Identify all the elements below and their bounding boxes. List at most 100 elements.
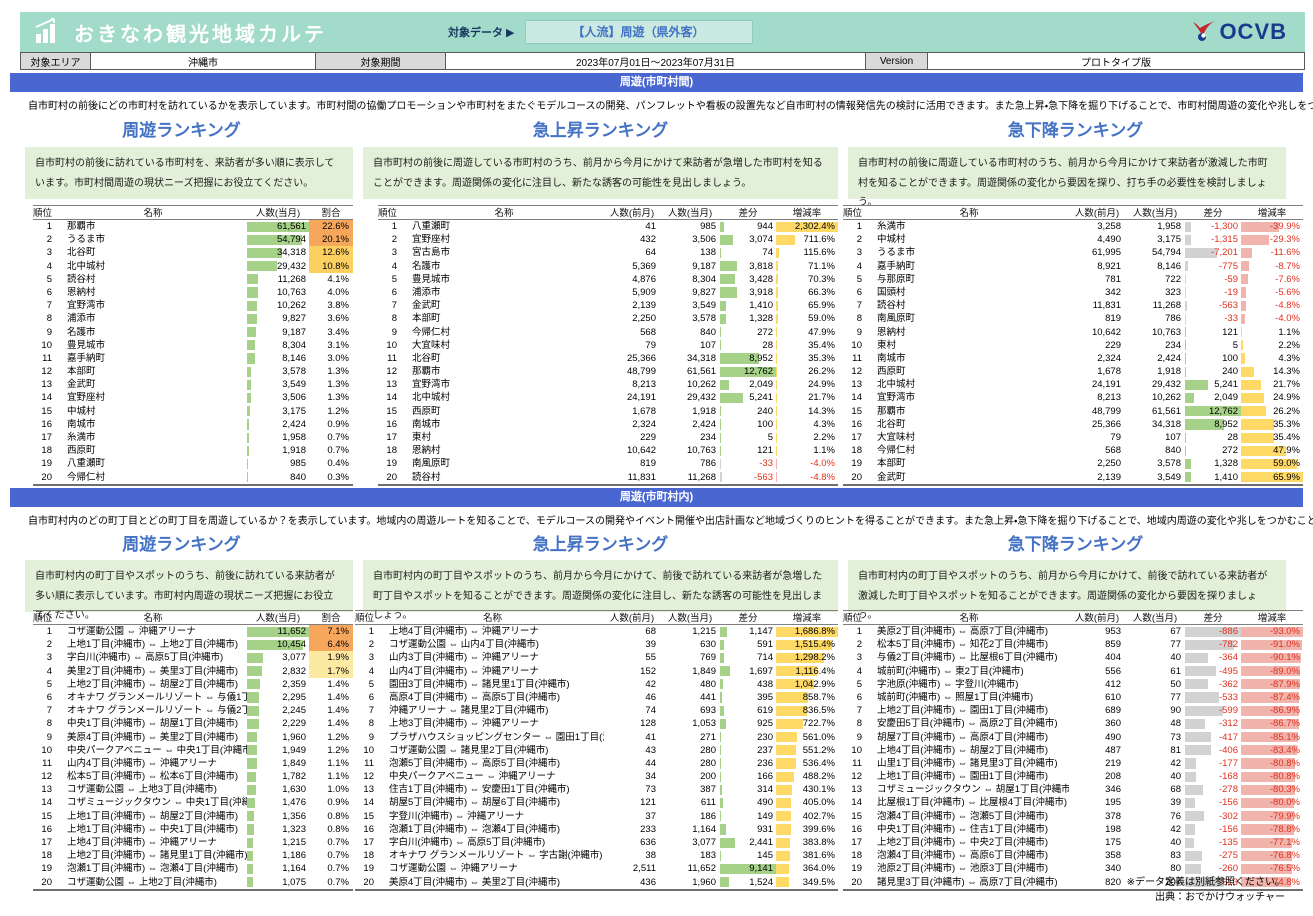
table-row: 5 与那原町 781 722 -59 -7.6% <box>843 273 1303 286</box>
table-row: 6 浦添市 5,909 9,827 3,918 66.3% <box>378 286 838 299</box>
rate-cell-bar <box>1241 639 1302 650</box>
count-cell-bar <box>247 732 258 743</box>
name-cell: 上地1丁目(沖縄市) ⇔ 胡屋2丁目(沖縄市) <box>67 810 239 822</box>
name-cell: 那覇市 <box>67 221 96 232</box>
rate-cell: -4.0% <box>1241 312 1303 325</box>
rank-cell: 3 <box>368 652 374 664</box>
diff-cell-bar <box>1185 353 1187 364</box>
diff-cell-bar <box>720 639 724 650</box>
share-cell: 4.0% <box>327 286 349 298</box>
cur-count-cell: 73 <box>1170 731 1181 743</box>
diff-cell-bar <box>720 745 722 756</box>
share-cell: 3.6% <box>327 313 349 325</box>
table-row: 4 北中城村 29,432 10.8% <box>33 259 353 273</box>
rate-cell-bar <box>776 261 778 272</box>
diff-cell: 619 <box>720 704 776 717</box>
rank-cell: 13 <box>41 379 52 391</box>
diff-cell-bar <box>720 863 776 875</box>
rank-cell: 5 <box>856 273 862 285</box>
rate-cell: 14.3% <box>776 405 838 418</box>
share-cell: 0.7% <box>327 445 349 457</box>
table-row: 4 山内4丁目(沖縄市) ⇔ 沖縄アリーナ 152 1,849 1,697 1,116.4… <box>355 665 838 678</box>
cur-count-cell: 1,215 <box>692 626 716 637</box>
column-header: 順位 <box>33 208 53 219</box>
table-row: 11 山里1丁目(沖縄市) ⇔ 諸見里3丁目(沖縄市) 219 42 -177 -80.8… <box>843 757 1303 770</box>
rank-cell: 9 <box>856 731 862 743</box>
rate-cell: 364.0% <box>776 862 838 875</box>
count-cell: 1,958 <box>247 431 309 444</box>
share-cell: 20.1% <box>309 233 353 247</box>
column-header: 順位 <box>843 613 863 624</box>
rate-cell: 381.6% <box>776 849 838 862</box>
rank-cell: 7 <box>856 300 862 312</box>
rate-cell-bar <box>776 247 780 259</box>
cur-count-cell: 81 <box>1170 744 1181 756</box>
table-row: 8 浦添市 9,827 3.6% <box>33 312 353 325</box>
rate-cell-bar <box>776 392 778 404</box>
table-row: 13 金武町 3,549 1.3% <box>33 378 353 391</box>
rank-cell: 1 <box>368 626 374 637</box>
name-cell: 嘉手納町 <box>877 260 916 272</box>
table-row: 1 糸満市 3,258 1,958 -1,300 -39.9% <box>843 220 1303 233</box>
diff-cell: 12,762 <box>1185 405 1241 418</box>
column-header: 差分 <box>1203 613 1223 624</box>
diff-cell-bar <box>1185 379 1208 390</box>
share-cell: 4.1% <box>327 273 349 285</box>
rate-cell-bar <box>1241 745 1297 756</box>
prev-count-cell: 2,324 <box>632 418 656 430</box>
table-row: 16 北谷町 25,366 34,318 8,952 35.3% <box>843 418 1303 431</box>
count-cell: 2,245 <box>247 704 309 717</box>
table-row: 12 松本5丁目(沖縄市) ⇔ 松本6丁目(沖縄市) 1,782 1.1% <box>33 770 353 783</box>
table-body: 1 コザ運動公園 ⇔ 沖縄アリーナ 11,652 7.1% 2 上地1丁目(沖縄市) ⇔ … <box>33 625 353 891</box>
diff-cell-bar <box>1185 287 1187 298</box>
table-row: 19 本部町 2,250 3,578 1,328 59.0% <box>843 457 1303 470</box>
diff-cell-bar <box>1185 327 1187 338</box>
rank-cell: 6 <box>368 691 374 703</box>
column-header: 名称 <box>143 208 163 219</box>
rate-cell: 722.7% <box>776 717 838 730</box>
prev-count-cell: 8,213 <box>1097 392 1121 404</box>
footnote-source: 出典：おでかけウォッチャー <box>1155 892 1285 903</box>
cur-count-cell: 1,960 <box>692 876 716 888</box>
cur-count-cell: 1,918 <box>692 405 716 417</box>
diff-cell: 395 <box>720 691 776 704</box>
count-cell-bar <box>247 797 255 809</box>
cur-count-cell: 280 <box>700 757 716 769</box>
name-cell: 金武町 <box>67 379 96 391</box>
rate-cell: -79.9% <box>1241 810 1303 823</box>
rank-cell: 10 <box>41 744 52 756</box>
table-row: 19 八重瀬町 985 0.4% <box>33 457 353 470</box>
rate-cell: -78.8% <box>1241 823 1303 836</box>
target-data-label: 対象データ ▶ <box>448 27 515 39</box>
table-body: 1 糸満市 3,258 1,958 -1,300 -39.9% 2 中城村 4,490 3,175… <box>843 220 1303 486</box>
rank-cell: 5 <box>856 678 862 690</box>
column-header: 名称 <box>959 613 979 624</box>
table-row: 14 比屋根1丁目(沖縄市) ⇔ 比屋根4丁目(沖縄市) 195 39 -156 -80.… <box>843 796 1303 809</box>
table-row: 17 大宜味村 79 107 28 35.4% <box>843 431 1303 444</box>
prev-count-cell: 2,139 <box>1097 471 1121 483</box>
cur-count-cell: 3,578 <box>1157 458 1181 470</box>
name-cell: 宜野湾市 <box>67 300 106 312</box>
table-row: 20 今帰仁村 840 0.3% <box>33 471 353 484</box>
app-header: おきなわ観光地域カルテ 対象データ ▶ 【人流】周遊（県外客） OCVB <box>20 12 1305 52</box>
rate-cell-bar <box>1241 692 1300 703</box>
name-cell: 那覇市 <box>412 366 441 378</box>
rank-cell: 16 <box>851 823 862 835</box>
column-header: 人数(前月) <box>609 613 655 624</box>
share-cell: 0.7% <box>327 876 349 888</box>
rate-cell: -91.0% <box>1241 638 1303 651</box>
rank-cell: 11 <box>852 352 862 364</box>
rate-cell: -4.8% <box>776 471 838 484</box>
prev-count-cell: 358 <box>1105 850 1121 862</box>
rank-cell: 16 <box>386 418 397 430</box>
rate-cell-bar <box>776 366 778 377</box>
table-body: 1 美原2丁目(沖縄市) ⇔ 高原7丁目(沖縄市) 953 67 -886 -93.0% 2… <box>843 625 1303 891</box>
count-cell: 1,323 <box>247 823 309 836</box>
target-data-button[interactable]: 【人流】周遊（県外客） <box>524 20 753 44</box>
prev-count-cell: 636 <box>640 837 656 848</box>
rank-cell: 4 <box>46 260 52 272</box>
rank-cell: 19 <box>851 863 862 875</box>
column-header: 増減率 <box>792 208 822 219</box>
count-cell-bar <box>247 877 253 888</box>
meta-label-period: 対象期間 <box>316 53 446 69</box>
